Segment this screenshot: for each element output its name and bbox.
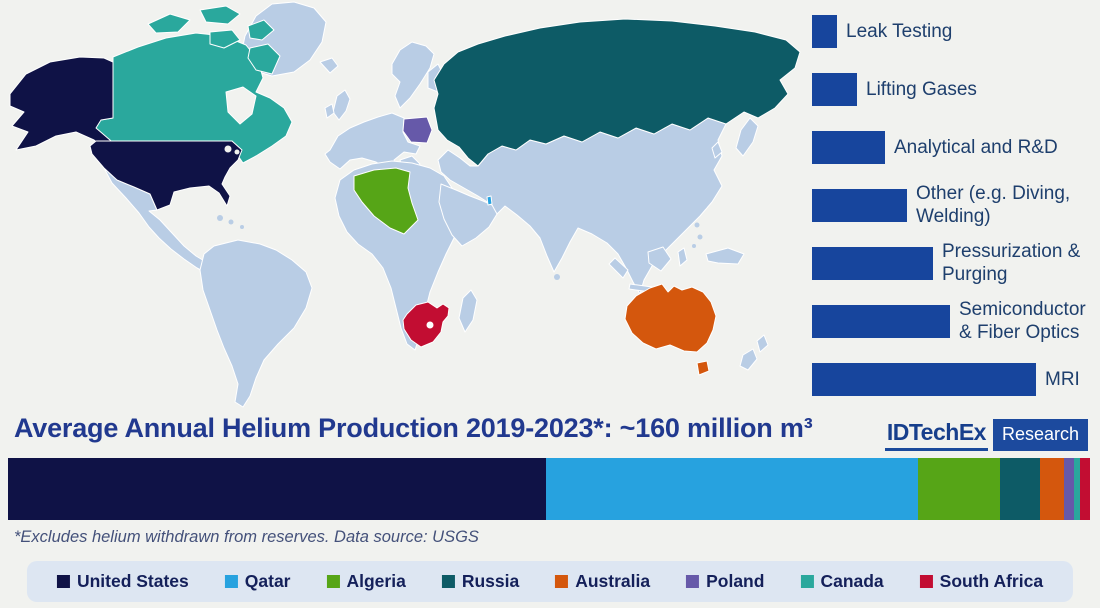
map-canada-arctic-islands <box>147 5 281 75</box>
map-scandinavia <box>391 41 435 109</box>
app-bar <box>812 130 885 164</box>
idtechex-logo: IDTechEx Research <box>884 419 1088 451</box>
map-country-russia <box>433 18 801 167</box>
legend-item-algeria: Algeria <box>326 571 406 592</box>
legend-item-united-states: United States <box>56 571 189 592</box>
map-country-australia <box>624 283 717 353</box>
legend-item-australia: Australia <box>555 571 650 592</box>
app-bar-row: Leak Testing <box>812 2 1098 60</box>
map-land-group <box>103 1 769 408</box>
legend-label: Canada <box>820 571 884 591</box>
legend-item-south-africa: South Africa <box>919 571 1044 592</box>
map-arabia <box>438 183 498 247</box>
app-bar-label: Pressurization & Purging <box>942 241 1081 285</box>
footnote: *Excludes helium withdrawn from reserves… <box>14 528 479 546</box>
map-ireland <box>324 103 335 119</box>
app-bar-row: Semiconductor & Fiber Optics <box>812 292 1098 350</box>
app-bar-row: Other (e.g. Diving, Welding) <box>812 176 1098 234</box>
map-new-zealand-north <box>756 334 769 353</box>
production-segment-poland <box>1064 458 1074 520</box>
app-bar <box>812 188 907 222</box>
map-philippines <box>694 222 700 228</box>
production-segment-australia <box>1040 458 1064 520</box>
app-bar-row: MRI <box>812 350 1098 408</box>
map-hudson-bay <box>225 86 257 125</box>
production-segment-canada <box>1073 458 1081 520</box>
map-sri-lanka <box>554 274 560 280</box>
legend-label: South Africa <box>939 571 1044 591</box>
app-bar-label: Lifting Gases <box>866 78 977 100</box>
app-bar <box>812 362 1036 396</box>
map-europe <box>324 112 421 180</box>
app-bar-row: Analytical and R&D <box>812 118 1098 176</box>
production-segment-russia <box>1000 458 1041 520</box>
map-great-lakes <box>224 145 232 153</box>
app-bar <box>812 304 950 338</box>
legend-swatch <box>441 575 455 588</box>
map-sulawesi <box>677 247 688 267</box>
legend-swatch <box>555 575 569 588</box>
app-bar-row: Lifting Gases <box>812 60 1098 118</box>
app-bar-label: Leak Testing <box>846 20 953 42</box>
production-stacked-bar <box>8 458 1090 520</box>
app-bar <box>812 246 933 280</box>
applications-chart: Leak Testing Lifting Gases Analytical and … <box>812 2 1098 408</box>
legend-swatch <box>56 575 70 588</box>
map-borneo <box>647 246 672 272</box>
page-title: Average Annual Helium Production 2019-20… <box>14 413 813 443</box>
app-bar-label: MRI <box>1045 368 1080 390</box>
map-japan <box>735 117 759 157</box>
map-country-australia-tasmania <box>696 360 710 376</box>
production-segment-qatar <box>545 458 918 520</box>
map-south-america <box>199 239 313 408</box>
map-country-south-africa <box>402 301 450 348</box>
legend-swatch <box>686 575 700 588</box>
legend-label: Qatar <box>244 571 291 591</box>
legend-item-qatar: Qatar <box>224 571 291 592</box>
production-segment-algeria <box>917 458 1001 520</box>
map-korea <box>711 141 723 159</box>
legend-label: Russia <box>461 571 520 591</box>
legend-label: Poland <box>706 571 765 591</box>
map-country-poland <box>402 116 433 144</box>
app-bar <box>812 14 837 48</box>
map-new-zealand-south <box>739 348 758 371</box>
legend-swatch <box>326 575 340 588</box>
world-map <box>0 0 810 410</box>
app-bar <box>812 72 857 106</box>
legend-label: United States <box>76 571 189 591</box>
map-madagascar <box>458 289 478 333</box>
production-segment-south-africa <box>1080 458 1090 520</box>
map-lesotho-hole <box>426 321 434 329</box>
legend-item-poland: Poland <box>686 571 764 592</box>
map-country-qatar <box>486 195 493 206</box>
logo-brand-text: IDTechEx <box>884 419 988 451</box>
legend-label: Australia <box>575 571 651 591</box>
legend-swatch <box>919 575 933 588</box>
app-bar-row: Pressurization & Purging <box>812 234 1098 292</box>
app-bar-label: Analytical and R&D <box>894 136 1058 158</box>
legend-label: Algeria <box>346 571 406 591</box>
map-taiwan <box>701 203 707 209</box>
legend-swatch <box>224 575 238 588</box>
legend-item-russia: Russia <box>441 571 520 592</box>
app-bar-label: Semiconductor & Fiber Optics <box>959 299 1086 343</box>
map-caribbean-island <box>228 219 234 225</box>
legend-swatch <box>800 575 814 588</box>
map-philippines <box>692 244 696 248</box>
map-new-guinea <box>705 247 745 265</box>
app-bar-label: Other (e.g. Diving, Welding) <box>916 183 1071 227</box>
map-caribbean-island <box>217 215 223 221</box>
map-country-algeria <box>353 167 419 235</box>
legend-item-canada: Canada <box>800 571 884 592</box>
map-philippines <box>697 234 703 240</box>
production-segment-united-states <box>8 458 546 520</box>
map-sumatra <box>608 257 629 279</box>
map-iceland <box>319 57 339 74</box>
map-caribbean-island <box>240 225 244 229</box>
map-great-lakes <box>234 149 240 155</box>
map-country-united-states <box>89 140 243 211</box>
country-legend: United States Qatar Algeria Russia Australia… <box>26 561 1074 602</box>
logo-research-badge: Research <box>992 419 1088 451</box>
